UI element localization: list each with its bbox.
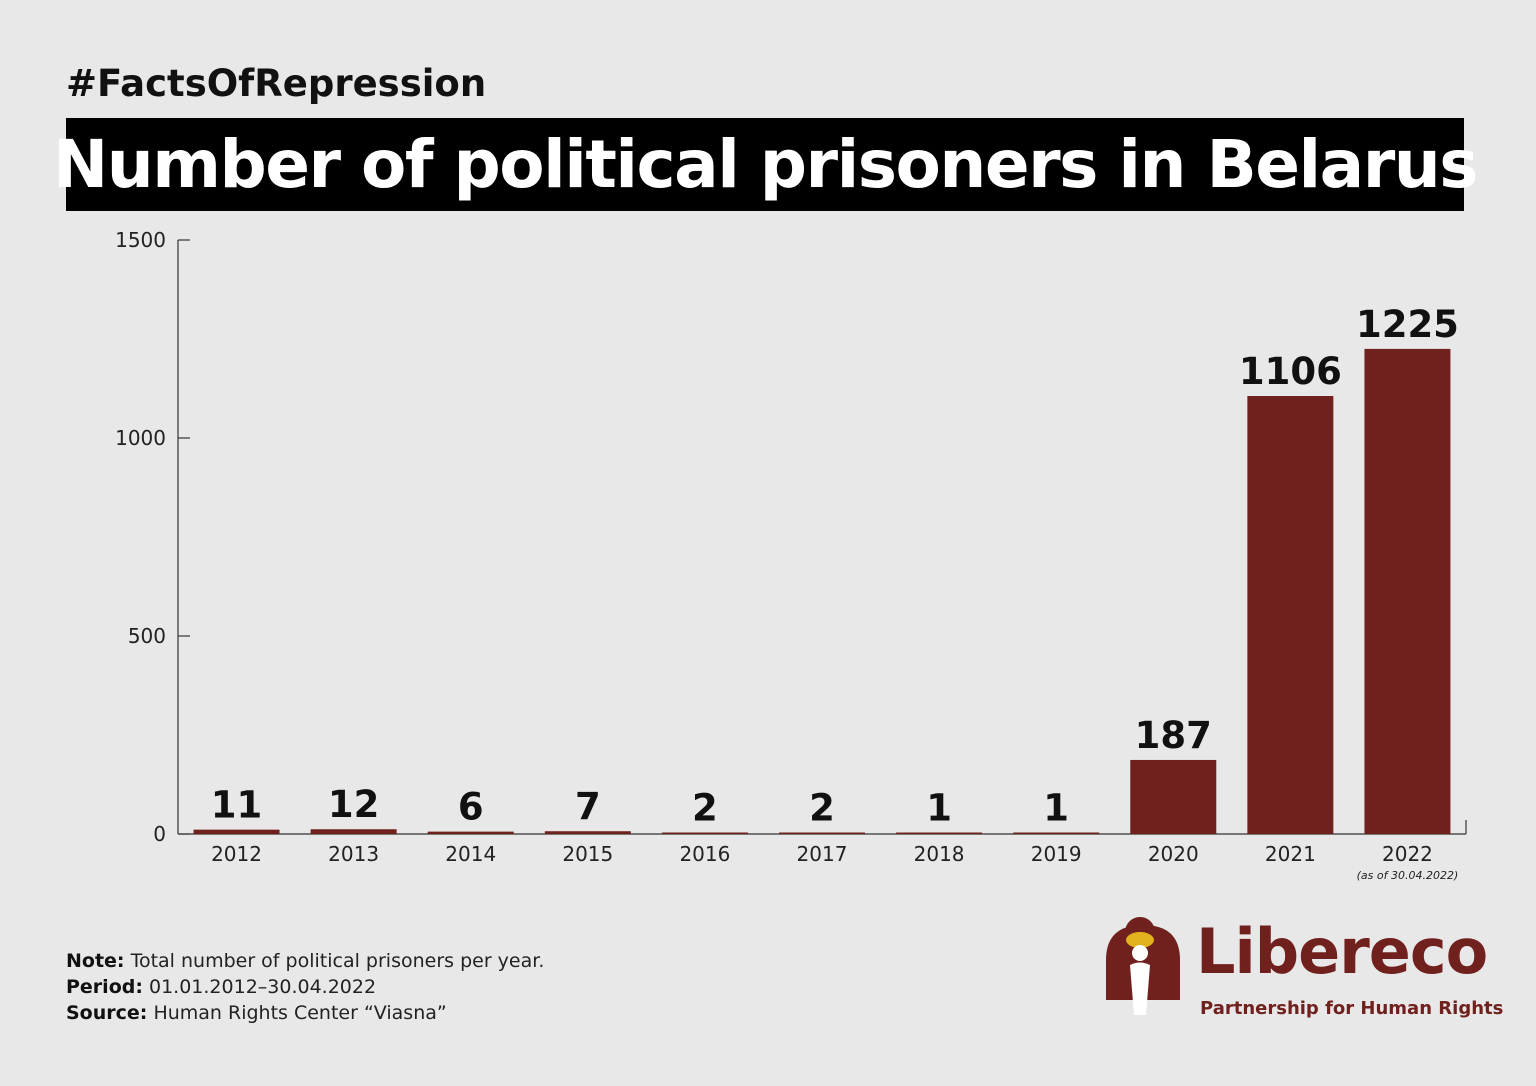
- bar: [1013, 832, 1100, 834]
- period-label: Period:: [66, 976, 143, 998]
- bar: [193, 829, 280, 834]
- y-tick-label: 500: [128, 624, 166, 648]
- bar: [1247, 396, 1334, 834]
- data-label: 1: [1043, 787, 1069, 830]
- y-tick-label: 1500: [115, 228, 166, 252]
- bar: [661, 832, 748, 834]
- data-label: 7: [575, 785, 601, 828]
- x-tick-label: 2014: [445, 842, 496, 866]
- bar: [1364, 348, 1451, 834]
- x-tick-label: 2018: [914, 842, 965, 866]
- data-label: 11: [211, 784, 263, 827]
- data-label: 1: [926, 787, 952, 830]
- x-tick-label: 2022: [1382, 842, 1433, 866]
- note-text: Total number of political prisoners per …: [130, 950, 545, 972]
- x-tick-label: 2013: [328, 842, 379, 866]
- logo-name: Libereco: [1196, 915, 1488, 988]
- x-tick-label: 2015: [562, 842, 613, 866]
- bar: [896, 832, 983, 834]
- y-tick-label: 0: [153, 822, 166, 846]
- y-tick-label: 1000: [115, 426, 166, 450]
- footer-notes: Note: Total number of political prisoner…: [66, 948, 544, 1026]
- period-line: Period: 01.01.2012–30.04.2022: [66, 974, 544, 1000]
- note-label: Note:: [66, 950, 125, 972]
- period-text: 01.01.2012–30.04.2022: [149, 976, 377, 998]
- bar: [779, 832, 865, 834]
- hashtag-heading: #FactsOfRepression: [66, 62, 487, 105]
- source-label: Source:: [66, 1002, 148, 1024]
- x-tick-label: 2021: [1265, 842, 1316, 866]
- libereco-logo-icon: [1106, 917, 1180, 1015]
- x-tick-label: 2012: [211, 842, 262, 866]
- data-label: 1225: [1356, 303, 1459, 346]
- data-label: 2: [809, 787, 835, 830]
- note-line: Note: Total number of political prisoner…: [66, 948, 544, 974]
- data-label: 12: [328, 783, 380, 826]
- data-label: 187: [1135, 714, 1212, 757]
- data-label: 1106: [1239, 350, 1342, 393]
- x-tick-label: 2020: [1148, 842, 1199, 866]
- bar: [427, 831, 514, 834]
- x-tick-label: 2016: [679, 842, 730, 866]
- x-tick-label: 2019: [1031, 842, 1082, 866]
- bar: [544, 831, 631, 834]
- x-tick-note: (as of 30.04.2022): [1357, 869, 1459, 882]
- data-label: 2: [692, 787, 718, 830]
- logo-tagline: Partnership for Human Rights: [1200, 998, 1504, 1019]
- x-tick-label: 2017: [797, 842, 848, 866]
- data-label: 6: [458, 786, 484, 829]
- bar-chart: 0500100015001120121220136201472015220162…: [115, 228, 1467, 882]
- libereco-logo: Libereco Partnership for Human Rights: [1100, 915, 1503, 1025]
- source-line: Source: Human Rights Center “Viasna”: [66, 1000, 544, 1026]
- bar: [310, 829, 397, 834]
- chart-title: Number of political prisoners in Belarus: [52, 126, 1479, 203]
- bar: [1130, 759, 1217, 834]
- title-banner: Number of political prisoners in Belarus: [53, 118, 1479, 211]
- source-text: Human Rights Center “Viasna”: [153, 1002, 447, 1024]
